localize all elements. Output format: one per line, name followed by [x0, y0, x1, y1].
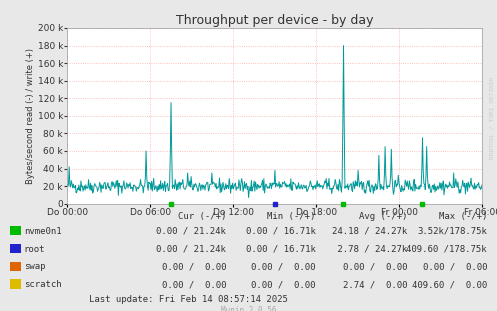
Text: 409.60 /178.75k: 409.60 /178.75k — [407, 245, 487, 253]
Text: 0.00 / 16.71k: 0.00 / 16.71k — [246, 245, 316, 253]
Text: nvme0n1: nvme0n1 — [24, 227, 62, 236]
Text: 0.00 / 21.24k: 0.00 / 21.24k — [156, 245, 226, 253]
Text: 0.00 / 21.24k: 0.00 / 21.24k — [156, 227, 226, 236]
Text: RRDTOOL / TOBI OETIKER: RRDTOOL / TOBI OETIKER — [490, 77, 495, 160]
Text: scratch: scratch — [24, 280, 62, 289]
Text: Cur (-/+): Cur (-/+) — [178, 212, 226, 221]
Text: Min (-/+): Min (-/+) — [267, 212, 316, 221]
Text: 0.00 /  0.00: 0.00 / 0.00 — [162, 262, 226, 271]
Text: 0.00 / 16.71k: 0.00 / 16.71k — [246, 227, 316, 236]
Text: 3.52k/178.75k: 3.52k/178.75k — [417, 227, 487, 236]
Text: Munin 2.0.56: Munin 2.0.56 — [221, 306, 276, 311]
Text: Last update: Fri Feb 14 08:57:14 2025: Last update: Fri Feb 14 08:57:14 2025 — [89, 295, 288, 304]
Text: 0.00 /  0.00: 0.00 / 0.00 — [343, 262, 408, 271]
Text: 0.00 /  0.00: 0.00 / 0.00 — [422, 262, 487, 271]
Text: 2.74 /  0.00: 2.74 / 0.00 — [343, 280, 408, 289]
Text: Avg (-/+): Avg (-/+) — [359, 212, 408, 221]
Text: 2.78 / 24.27k: 2.78 / 24.27k — [332, 245, 408, 253]
Y-axis label: Bytes/second read (-) / write (+): Bytes/second read (-) / write (+) — [26, 48, 35, 184]
Title: Throughput per device - by day: Throughput per device - by day — [176, 14, 373, 27]
Text: 0.00 /  0.00: 0.00 / 0.00 — [251, 280, 316, 289]
Text: 0.00 /  0.00: 0.00 / 0.00 — [162, 280, 226, 289]
Text: 0.00 /  0.00: 0.00 / 0.00 — [251, 262, 316, 271]
Text: 24.18 / 24.27k: 24.18 / 24.27k — [332, 227, 408, 236]
Text: root: root — [24, 245, 45, 253]
Text: swap: swap — [24, 262, 45, 271]
Text: Max (-/+): Max (-/+) — [439, 212, 487, 221]
Text: 409.60 /  0.00: 409.60 / 0.00 — [412, 280, 487, 289]
